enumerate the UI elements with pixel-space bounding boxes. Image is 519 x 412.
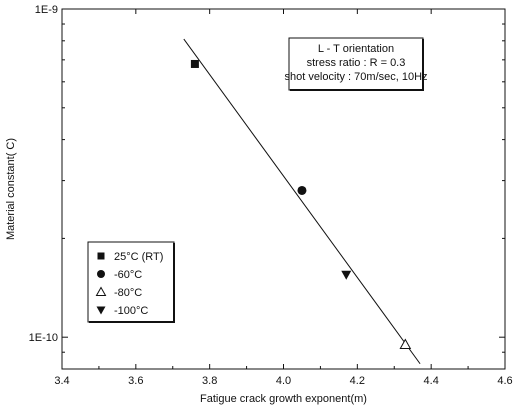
x-tick-label: 4.0 — [276, 375, 291, 387]
annotation-line: shot velocity : 70m/sec, 10Hz — [284, 71, 427, 83]
annotation-line: L - T orientation — [318, 43, 394, 55]
chart-marks: 3.4 3.6 3.8 4.0 4.2 4.4 4.6 1E-10 1E-9 Fatigue cr… — [5, 4, 513, 405]
y-tick-label: 1E-9 — [35, 4, 58, 16]
legend-marker — [95, 286, 107, 296]
x-axis-title: Fatigue crack growth exponent(m) — [200, 393, 367, 405]
legend-label: 25°C (RT) — [114, 251, 163, 263]
annotation-line: stress ratio : R = 0.3 — [307, 57, 406, 69]
y-axis-title: Material constant( C) — [5, 138, 17, 240]
data-point — [399, 338, 412, 350]
legend-marker — [97, 270, 105, 278]
fit-line — [183, 38, 421, 365]
legend-marker — [97, 252, 105, 260]
data-point — [297, 185, 307, 195]
legend-label: -80°C — [114, 287, 142, 299]
x-tick-label: 3.8 — [202, 375, 217, 387]
x-tick-label: 3.4 — [54, 375, 69, 387]
legend-label: -60°C — [114, 269, 142, 281]
annotation-box — [288, 37, 424, 91]
x-tick-label: 4.4 — [424, 375, 439, 387]
data-point — [190, 59, 199, 68]
legend-marker — [96, 306, 106, 315]
legend-label: -100°C — [114, 305, 148, 317]
data-point — [341, 270, 352, 280]
y-tick-label: 1E-10 — [29, 332, 58, 344]
x-tick-label: 4.6 — [497, 375, 512, 387]
x-tick-label: 3.6 — [128, 375, 143, 387]
x-tick-label: 4.2 — [350, 375, 365, 387]
